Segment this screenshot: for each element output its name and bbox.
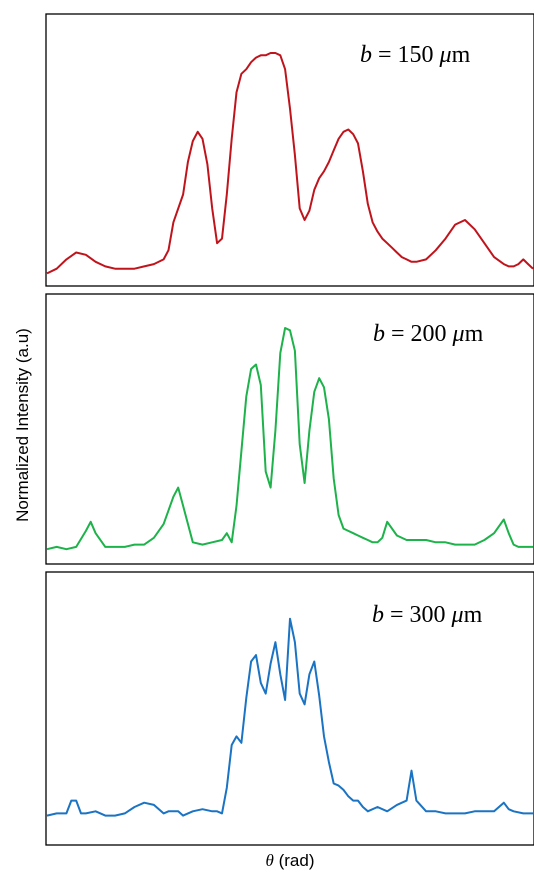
anno-var: b [372,602,384,628]
panel-annotation-b150: b = 150 μm [360,42,471,68]
panel-b150: b = 150 μm [45,13,534,287]
anno-m: m [465,321,484,347]
series-line-b150 [46,52,534,275]
x-axis-symbol: θ [266,851,274,870]
anno-mu: μ [451,602,464,628]
panel-frame [45,293,534,565]
x-axis-label: θ (rad) [266,851,315,870]
anno-eq: = 200 [385,321,453,347]
panel-frame [45,13,534,287]
panel-b200: b = 200 μm [45,293,534,565]
anno-m: m [464,602,483,628]
anno-mu: μ [439,42,452,68]
y-axis-label: Normalized Intensity (a.u) [13,328,32,522]
panel-annotation-b200: b = 200 μm [373,321,484,347]
anno-mu: μ [452,321,465,347]
anno-eq: = 150 [372,42,440,68]
series-line-b300 [46,617,533,817]
x-axis-unit: (rad) [274,851,315,870]
panel-annotation-b300: b = 300 μm [372,602,483,628]
anno-eq: = 300 [384,602,452,628]
series-line-b200 [46,327,533,551]
anno-var: b [373,321,385,347]
panel-frame [45,571,534,846]
panel-b300: b = 300 μm [45,571,534,846]
anno-m: m [452,42,471,68]
anno-var: b [360,42,372,68]
